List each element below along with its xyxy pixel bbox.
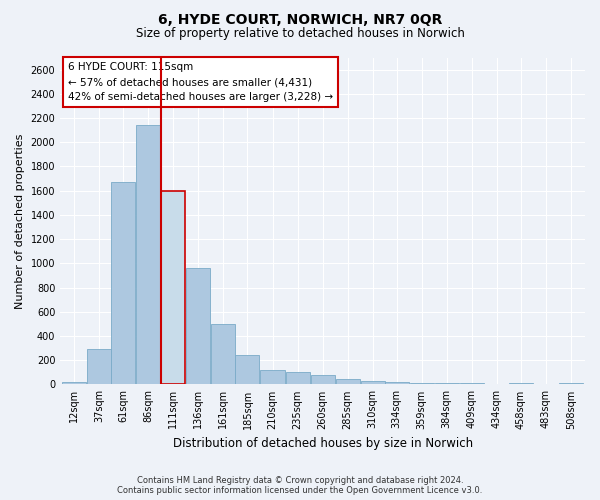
- Bar: [62, 382, 86, 384]
- Bar: [161, 190, 185, 384]
- Bar: [385, 382, 409, 384]
- Text: 6 HYDE COURT: 115sqm
← 57% of detached houses are smaller (4,431)
42% of semi-de: 6 HYDE COURT: 115sqm ← 57% of detached h…: [68, 62, 333, 102]
- Bar: [410, 382, 434, 384]
- Bar: [361, 382, 385, 384]
- Text: Size of property relative to detached houses in Norwich: Size of property relative to detached ho…: [136, 28, 464, 40]
- Y-axis label: Number of detached properties: Number of detached properties: [15, 134, 25, 308]
- Bar: [111, 182, 135, 384]
- Bar: [335, 379, 359, 384]
- Bar: [87, 348, 111, 384]
- Bar: [435, 383, 459, 384]
- Text: Contains HM Land Registry data © Crown copyright and database right 2024.
Contai: Contains HM Land Registry data © Crown c…: [118, 476, 482, 495]
- X-axis label: Distribution of detached houses by size in Norwich: Distribution of detached houses by size …: [173, 437, 473, 450]
- Bar: [286, 372, 310, 384]
- Bar: [311, 374, 335, 384]
- Bar: [187, 268, 211, 384]
- Text: 6, HYDE COURT, NORWICH, NR7 0QR: 6, HYDE COURT, NORWICH, NR7 0QR: [158, 12, 442, 26]
- Bar: [559, 383, 583, 384]
- Bar: [260, 370, 284, 384]
- Bar: [235, 355, 259, 384]
- Bar: [136, 126, 160, 384]
- Bar: [460, 383, 484, 384]
- Bar: [211, 324, 235, 384]
